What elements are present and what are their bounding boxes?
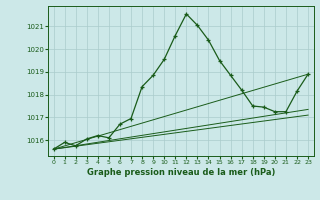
- X-axis label: Graphe pression niveau de la mer (hPa): Graphe pression niveau de la mer (hPa): [87, 168, 275, 177]
